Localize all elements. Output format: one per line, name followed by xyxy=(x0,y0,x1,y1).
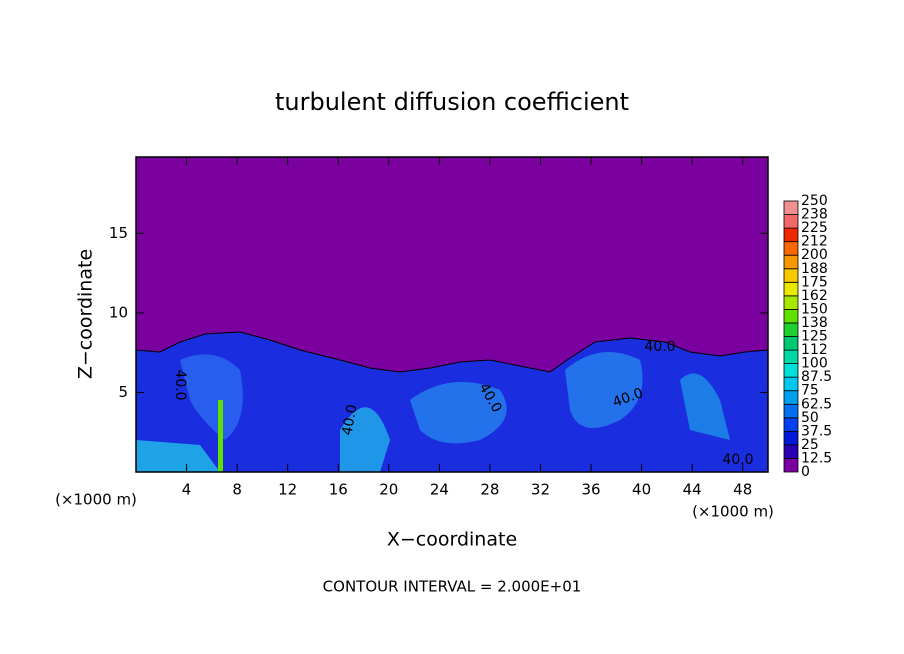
colorbar-box xyxy=(783,403,799,419)
field-detail xyxy=(680,373,730,440)
x-tick-label: 48 xyxy=(733,481,752,499)
field-detail xyxy=(180,354,243,440)
colorbar-label: 112 xyxy=(801,342,828,358)
colorbar-label: 125 xyxy=(801,329,828,345)
x-tick-label: 32 xyxy=(531,481,550,499)
colorbar-box xyxy=(783,458,799,473)
contour-label: 40.0 xyxy=(172,369,188,400)
field-detail xyxy=(565,352,643,428)
y-axis-label: Z−coordinate xyxy=(75,249,97,379)
colorbar-box xyxy=(783,390,799,405)
colorbar-box xyxy=(783,281,799,297)
field-detail xyxy=(410,382,507,444)
colorbar-box xyxy=(783,200,799,215)
x-tick-label: 20 xyxy=(379,481,398,499)
footnote: CONTOUR INTERVAL = 2.000E+01 xyxy=(323,578,582,596)
colorbar-box xyxy=(783,214,799,229)
colorbar-label: 188 xyxy=(801,261,828,277)
colorbar-box xyxy=(783,336,799,351)
colorbar-label: 162 xyxy=(801,288,828,304)
colorbar-label: 150 xyxy=(801,301,828,317)
colorbar-box xyxy=(783,363,799,378)
field xyxy=(136,157,768,472)
y-tick-label: 15 xyxy=(109,224,128,242)
colorbar-box xyxy=(783,241,799,256)
x-tick-label: 40 xyxy=(632,481,651,499)
contour-label: 40.0 xyxy=(644,339,675,355)
colorbar-label: 62.5 xyxy=(801,396,832,412)
colorbar-box xyxy=(783,308,799,324)
x-tick-label: 36 xyxy=(581,481,600,499)
field-detail xyxy=(218,400,223,472)
colorbar-label: 75 xyxy=(801,383,819,399)
y-tick-label: 5 xyxy=(118,383,128,401)
colorbar-box xyxy=(783,227,799,243)
plot-frame xyxy=(135,156,769,473)
colorbar-box xyxy=(783,322,799,337)
colorbar-label: 200 xyxy=(801,247,828,263)
y-tick-label: 10 xyxy=(109,303,128,321)
colorbar-label: 12.5 xyxy=(801,450,832,466)
colorbar-box xyxy=(783,268,799,283)
colorbar-label: 25 xyxy=(801,437,819,453)
x-axis-label: X−coordinate xyxy=(387,529,517,551)
colorbar-label: 100 xyxy=(801,356,828,372)
colorbar-box xyxy=(783,295,799,310)
x-tick-label: 12 xyxy=(278,481,297,499)
colorbar-label: 250 xyxy=(801,193,828,209)
x-tick-label: 8 xyxy=(232,481,242,499)
x-tick-label: 16 xyxy=(329,481,348,499)
x-unit-label: (×1000 m) xyxy=(55,491,137,509)
colorbar-label: 37.5 xyxy=(801,423,832,439)
colorbar-box xyxy=(783,430,799,446)
field-detail xyxy=(136,440,220,472)
field-detail xyxy=(340,407,390,472)
x-tick-label: 44 xyxy=(683,481,702,499)
colorbar-label: 138 xyxy=(801,315,828,331)
colorbar-box xyxy=(783,417,799,432)
colorbar-label: 175 xyxy=(801,274,828,290)
colorbar-label: 225 xyxy=(801,220,828,236)
x-unit-label: (×1000 m) xyxy=(692,503,774,521)
colorbar-box xyxy=(783,376,799,392)
colorbar-box xyxy=(783,444,799,459)
x-tick-label: 28 xyxy=(480,481,499,499)
x-tick-label: 4 xyxy=(182,481,192,499)
colorbar-label: 87.5 xyxy=(801,369,832,385)
colorbar-box xyxy=(783,349,799,364)
colorbar-label: 212 xyxy=(801,234,828,250)
x-tick-label: 24 xyxy=(430,481,449,499)
colorbar-label: 0 xyxy=(801,464,810,480)
contour-label: 40.0 xyxy=(339,403,360,436)
colorbar-box xyxy=(783,254,799,270)
colorbar-label: 238 xyxy=(801,207,828,223)
chart-title: turbulent diffusion coefficient xyxy=(275,88,629,116)
colorbar-label: 50 xyxy=(801,410,819,426)
contour-label: 40.0 xyxy=(722,452,753,468)
